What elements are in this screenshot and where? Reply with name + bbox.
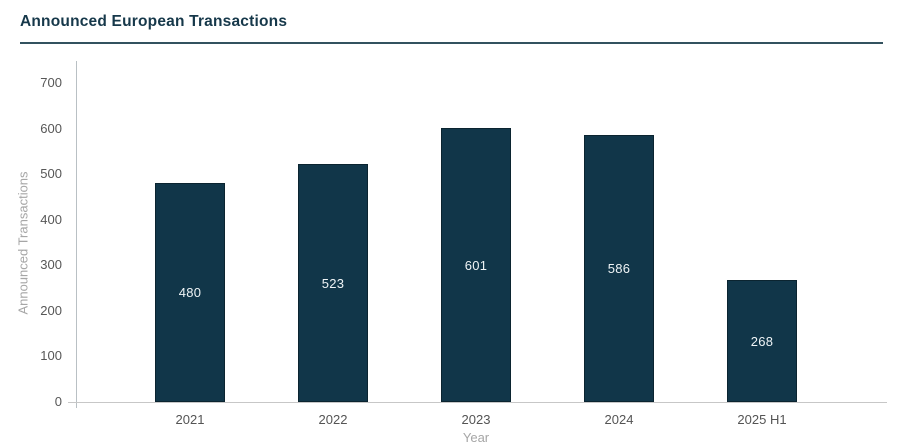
x-axis-label: Year	[462, 430, 490, 445]
y-tick-label: 700	[40, 75, 62, 90]
bar-2024: 586	[584, 135, 654, 402]
title-underline	[20, 42, 883, 44]
bar-2021: 480	[155, 183, 225, 402]
bar-value-label: 523	[321, 275, 345, 291]
chart-title: Announced European Transactions	[20, 13, 288, 30]
y-tick-label: 500	[40, 166, 62, 182]
bar-value-label: 586	[607, 261, 631, 276]
y-tick-label: 600	[40, 120, 62, 136]
bar-value-label: 480	[178, 285, 202, 300]
x-axis-line	[68, 402, 887, 403]
y-axis-label: Announced Transactions	[15, 171, 31, 315]
bar-2025-h1: 268	[727, 280, 797, 402]
y-tick-label: 0	[54, 394, 62, 409]
y-tick-label: 400	[40, 211, 62, 227]
y-tick-label: 300	[40, 257, 62, 273]
x-tick-label: 2022	[318, 412, 348, 427]
x-tick-label: 2024	[604, 412, 634, 427]
x-tick-label: 2021	[175, 412, 205, 427]
x-tick-label: 2025 H1	[737, 412, 787, 427]
y-axis-line	[76, 61, 77, 408]
x-tick-label: 2023	[461, 412, 491, 427]
bar-2022: 523	[298, 164, 368, 402]
y-tick-label: 200	[40, 302, 62, 318]
bar-value-label: 268	[750, 333, 774, 349]
bar-value-label: 601	[464, 257, 488, 273]
y-tick-label: 100	[40, 348, 62, 364]
bar-2023: 601	[441, 128, 511, 402]
